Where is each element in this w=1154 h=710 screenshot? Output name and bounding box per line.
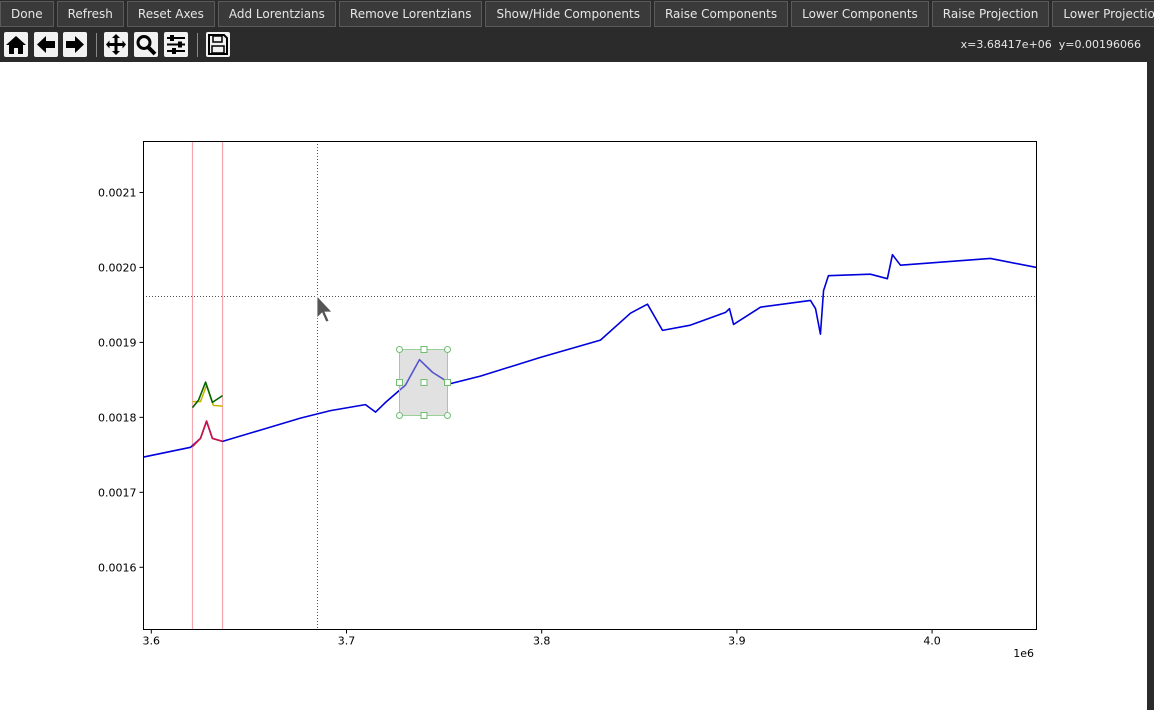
home-button[interactable] bbox=[4, 32, 28, 57]
data-line bbox=[191, 420, 223, 448]
cursor-status: x=3.68417e+06 y=0.00196066 bbox=[960, 38, 1141, 51]
data-line bbox=[143, 253, 1037, 458]
figure: 3.6 3.7 3.8 3.9 4.0 0.0016 0.0017 0.0018 0.0019 0… bbox=[98, 141, 1037, 660]
axes-background bbox=[143, 141, 1037, 630]
toolbar-button[interactable]: Lower Components bbox=[791, 1, 929, 27]
y-tick-label: 0.0017 bbox=[98, 486, 137, 499]
navigation-toolbar: x=3.68417e+06 y=0.00196066 bbox=[0, 28, 1154, 62]
pan-button[interactable] bbox=[104, 32, 128, 57]
separator bbox=[197, 33, 198, 57]
forward-button[interactable] bbox=[63, 32, 87, 57]
save-button[interactable] bbox=[206, 32, 230, 57]
back-button[interactable] bbox=[34, 32, 58, 57]
toolbar-button[interactable]: Reset Axes bbox=[126, 1, 215, 27]
y-tick-label: 0.0019 bbox=[98, 336, 137, 349]
toolbar-button[interactable]: Raise Components bbox=[653, 1, 789, 27]
toolbar-button[interactable]: Add Lorentzians bbox=[217, 1, 336, 27]
y-tick-label: 0.0020 bbox=[98, 261, 137, 274]
toolbar-button[interactable]: Remove Lorentzians bbox=[338, 1, 483, 27]
selection-box[interactable] bbox=[396, 346, 451, 419]
separator bbox=[96, 33, 97, 57]
x-offset-label: 1e6 bbox=[1013, 647, 1034, 660]
toolbar-icons bbox=[4, 32, 230, 57]
x-tick-label: 4.0 bbox=[923, 635, 941, 648]
x-tick-label: 3.8 bbox=[533, 635, 551, 648]
toolbar-button[interactable]: Done bbox=[0, 1, 54, 27]
y-tick-label: 0.0021 bbox=[98, 186, 137, 199]
toolbar-button[interactable]: Raise Projection bbox=[931, 1, 1050, 27]
button-bar: Done Refresh Reset Axes Add Lorentzians Remo… bbox=[0, 0, 1154, 28]
configure-button[interactable] bbox=[164, 32, 188, 57]
toolbar-button[interactable]: Refresh bbox=[56, 1, 124, 27]
axes-frame bbox=[143, 141, 1037, 630]
window-border bbox=[1147, 62, 1154, 710]
mouse-cursor bbox=[316, 294, 333, 323]
y-tick-label: 0.0018 bbox=[98, 411, 137, 424]
x-tick-label: 3.7 bbox=[338, 635, 356, 648]
toolbar-button[interactable]: Lower Projection bbox=[1052, 1, 1154, 27]
data-line bbox=[191, 381, 223, 409]
x-tick-label: 3.9 bbox=[728, 635, 746, 648]
x-tick-label: 3.6 bbox=[143, 635, 161, 648]
y-tick-label: 0.0016 bbox=[98, 561, 137, 574]
zoom-button[interactable] bbox=[134, 32, 158, 57]
toolbar-button[interactable]: Show/Hide Components bbox=[485, 1, 651, 27]
